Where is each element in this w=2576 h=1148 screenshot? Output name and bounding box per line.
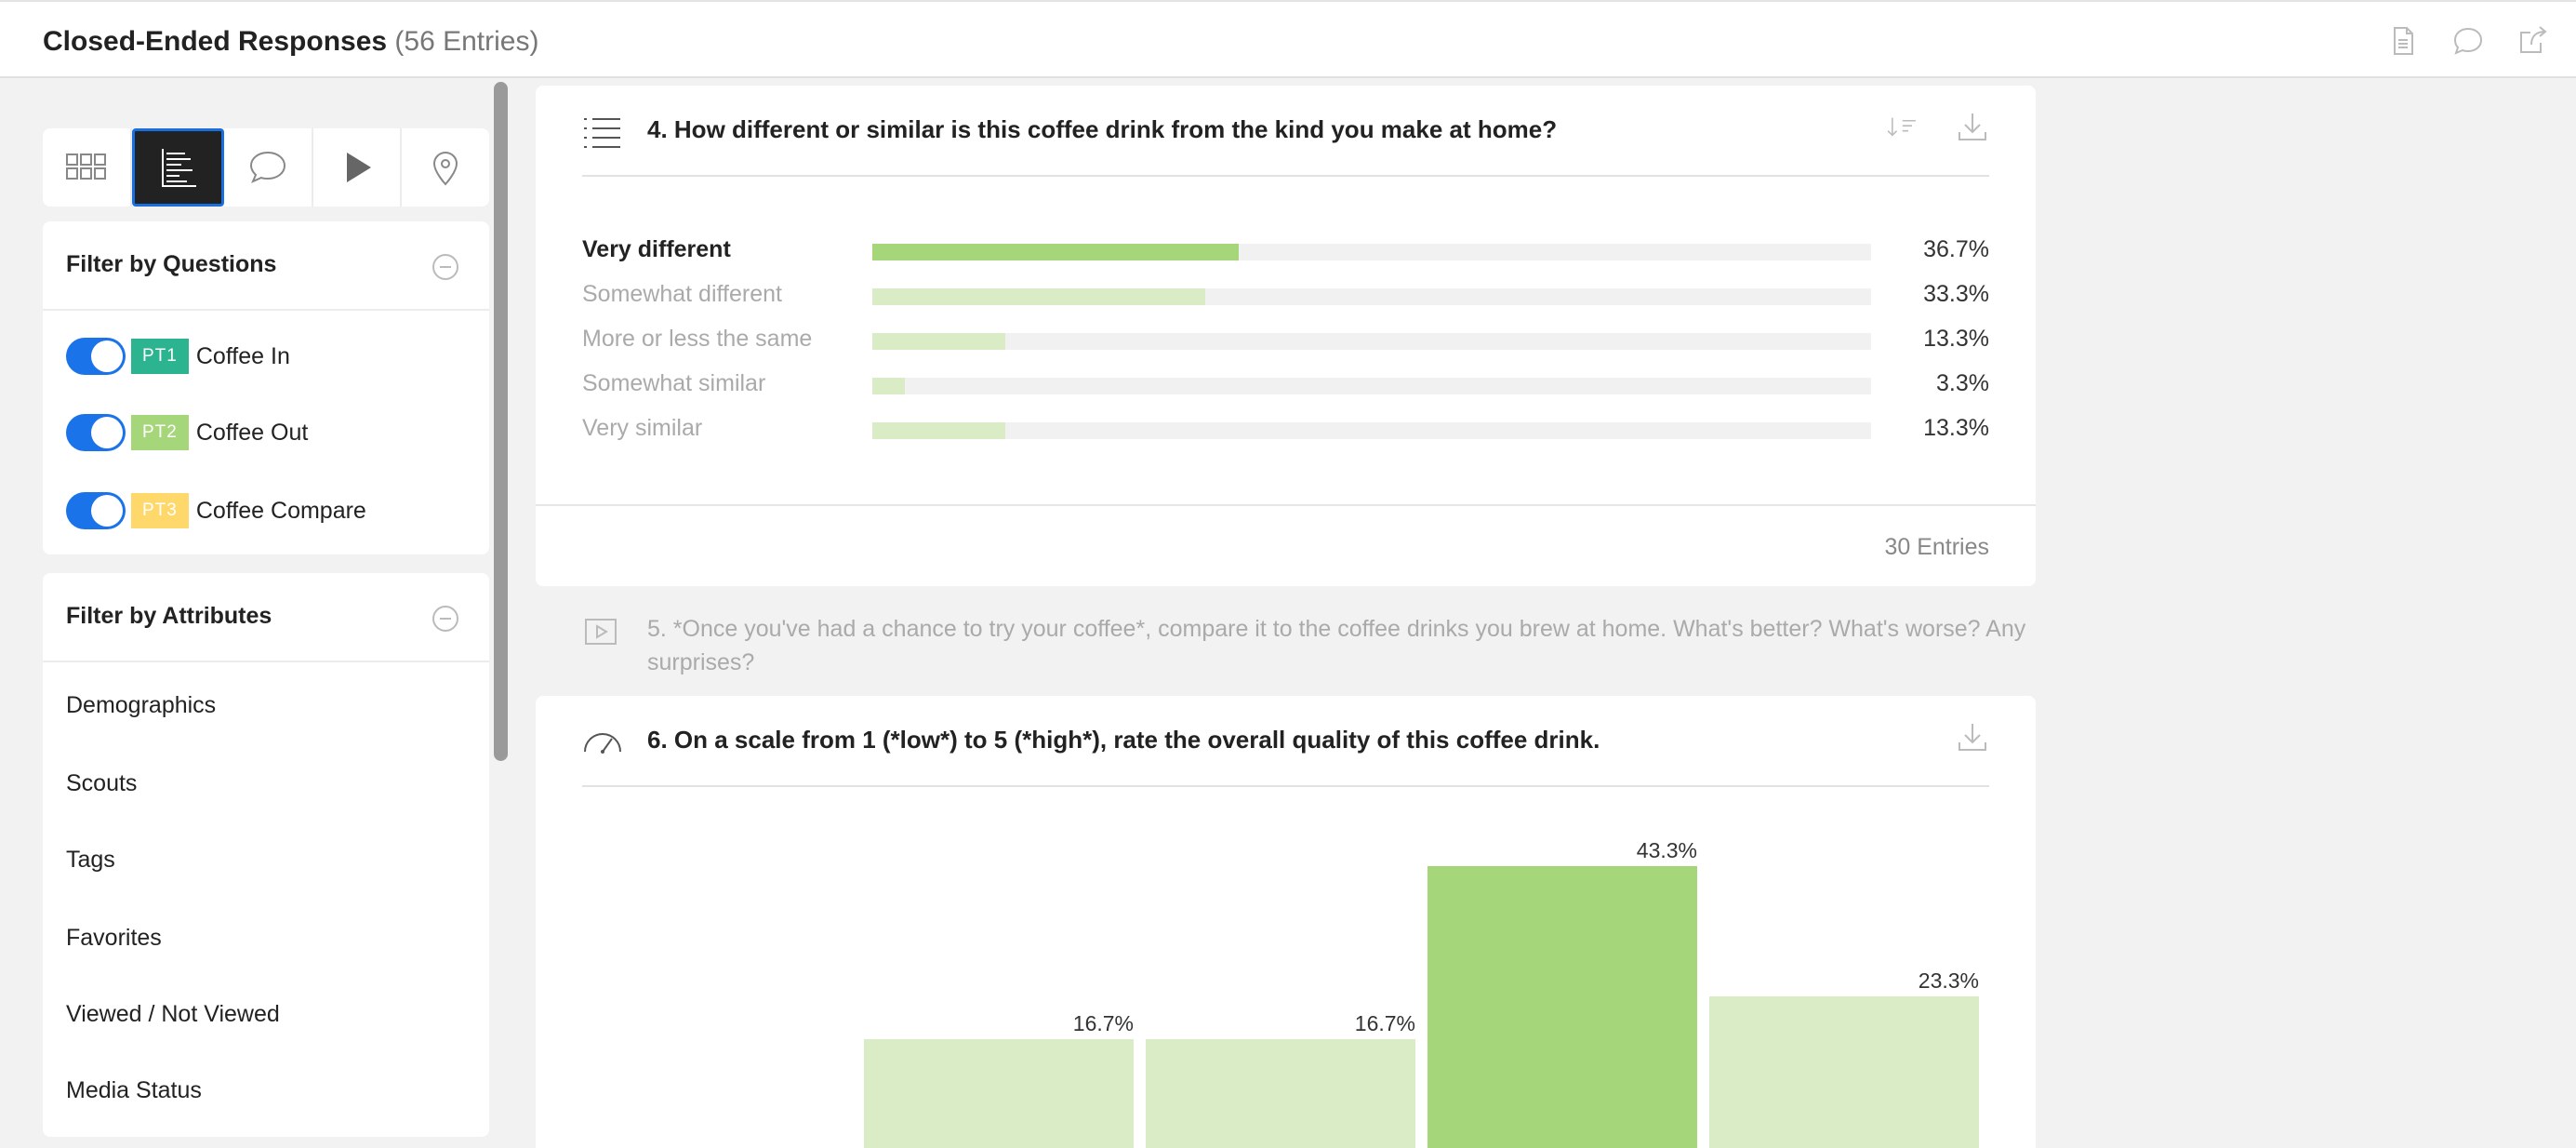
question-6-actions [1956, 720, 1989, 754]
question-5-row[interactable]: 5. *Once you've had a chance to try your… [582, 605, 2036, 679]
question-4-actions [1885, 110, 1989, 143]
attribute-demographics[interactable]: Demographics [66, 692, 217, 718]
filter-by-questions-panel: Filter by Questions PT1 Coffee In PT2 Co… [43, 221, 489, 554]
toggle-pt2[interactable] [66, 414, 126, 451]
sort-icon[interactable] [1885, 110, 1919, 143]
response-label: Very similar [582, 415, 703, 441]
rating-bar [1427, 865, 1697, 1148]
download-icon[interactable] [1956, 720, 1989, 754]
tab-map-view[interactable] [402, 128, 489, 207]
response-label: Somewhat different [582, 281, 782, 307]
attribute-scouts[interactable]: Scouts [66, 770, 138, 796]
response-percent: 3.3% [1936, 370, 1989, 396]
rating-bar-label: 43.3% [1636, 837, 1697, 862]
response-label: More or less the same [582, 326, 813, 352]
attribute-favorites[interactable]: Favorites [66, 925, 162, 951]
question-4-footer: 30 Entries [536, 504, 2036, 586]
rating-bar [864, 1039, 1134, 1148]
response-percent: 13.3% [1923, 326, 1989, 352]
response-row: Somewhat different 33.3% [582, 275, 1989, 313]
response-label: Somewhat similar [582, 370, 766, 396]
pt3-badge: PT3 [131, 493, 189, 528]
attribute-viewed-not-viewed[interactable]: Viewed / Not Viewed [66, 1001, 280, 1027]
bar-fill [872, 288, 1205, 305]
rating-bar [1146, 1039, 1415, 1148]
header-actions [2386, 24, 2550, 58]
response-row: Very different 36.7% [582, 231, 1989, 268]
collapse-icon[interactable] [432, 253, 459, 281]
bar-track [872, 422, 1871, 439]
question-4-header: 4. How different or similar is this coff… [582, 86, 1989, 177]
question-6-title: 6. On a scale from 1 (*low*) to 5 (*high… [647, 726, 1600, 754]
question-4-card: 4. How different or similar is this coff… [536, 86, 2036, 586]
bar-track [872, 288, 1871, 305]
collapse-icon[interactable] [432, 605, 459, 633]
question-filter-label: Coffee Compare [195, 497, 366, 524]
rating-bar-label: 16.7% [1072, 1011, 1134, 1036]
bar-track [872, 244, 1871, 260]
bar-fill [872, 333, 1005, 350]
attribute-tags[interactable]: Tags [66, 847, 115, 873]
question-filter-pt3: PT3 Coffee Compare [66, 491, 366, 530]
entries-count: (56 Entries) [394, 26, 539, 57]
toggle-pt1[interactable] [66, 338, 126, 375]
grid-icon [65, 154, 106, 180]
page-header: Closed-Ended Responses (56 Entries) [0, 0, 2576, 78]
question-6-header: 6. On a scale from 1 (*low*) to 5 (*high… [582, 696, 1989, 787]
filter-attributes-title: Filter by Attributes [66, 603, 272, 629]
filter-by-attributes-panel: Filter by Attributes Demographics Scouts… [43, 573, 489, 1137]
question-6-card: 6. On a scale from 1 (*low*) to 5 (*high… [536, 696, 2036, 1148]
attribute-media-status[interactable]: Media Status [66, 1077, 202, 1103]
location-pin-icon [433, 152, 458, 186]
bar-chart-icon [162, 149, 197, 187]
bar-track [872, 333, 1871, 350]
sidebar-scrollbar[interactable] [494, 82, 508, 761]
response-percent: 33.3% [1923, 281, 1989, 307]
rating-bar-label: 23.3% [1918, 968, 1979, 993]
pt2-badge: PT2 [131, 415, 189, 450]
play-icon [346, 153, 371, 182]
pt1-badge: PT1 [131, 339, 189, 374]
page-title-text: Closed-Ended Responses [43, 26, 388, 57]
document-icon[interactable] [2386, 24, 2420, 58]
speech-bubble-icon [249, 151, 285, 183]
response-percent: 13.3% [1923, 415, 1989, 441]
download-icon[interactable] [1956, 110, 1989, 143]
bar-fill [872, 378, 906, 394]
list-icon [584, 118, 620, 148]
question-4-title: 4. How different or similar is this coff… [647, 115, 1558, 143]
filter-questions-title: Filter by Questions [66, 251, 277, 277]
question-filter-label: Coffee In [195, 342, 290, 369]
response-label: Very different [582, 236, 731, 262]
question-5-text: 5. *Once you've had a chance to try your… [647, 616, 2026, 675]
question-filter-label: Coffee Out [195, 419, 309, 446]
tab-video-view[interactable] [313, 128, 403, 207]
toggle-pt3[interactable] [66, 492, 126, 529]
bar-fill [872, 422, 1005, 439]
bar-track [872, 378, 1871, 394]
bar-fill [872, 244, 1240, 260]
tab-bar-chart-view[interactable] [131, 128, 225, 207]
question-filter-pt1: PT1 Coffee In [66, 337, 290, 376]
comment-icon[interactable] [2451, 24, 2485, 58]
rating-bar [1709, 995, 1979, 1148]
question-4-entries: 30 Entries [1884, 534, 1989, 560]
page-title: Closed-Ended Responses (56 Entries) [43, 26, 538, 58]
tab-comments-view[interactable] [224, 128, 313, 207]
filter-attributes-header: Filter by Attributes [43, 573, 489, 662]
video-question-icon [585, 619, 617, 645]
view-tabs [43, 128, 489, 207]
gauge-icon [584, 733, 621, 754]
share-icon[interactable] [2516, 24, 2550, 58]
tab-grid-view[interactable] [43, 128, 132, 207]
response-row: More or less the same 13.3% [582, 320, 1989, 357]
response-row: Very similar 13.3% [582, 409, 1989, 447]
filter-questions-header: Filter by Questions [43, 221, 489, 311]
response-row: Somewhat similar 3.3% [582, 365, 1989, 402]
response-percent: 36.7% [1923, 236, 1989, 262]
question-filter-pt2: PT2 Coffee Out [66, 413, 308, 452]
rating-bar-label: 16.7% [1354, 1011, 1415, 1036]
